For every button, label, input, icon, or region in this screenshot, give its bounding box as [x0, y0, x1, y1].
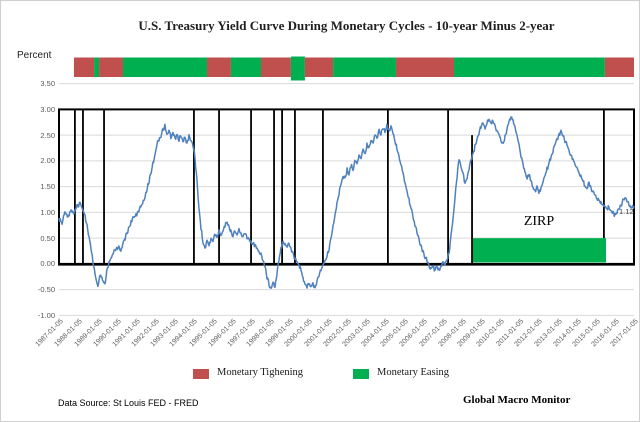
- y-tick-label: 3.50: [40, 79, 55, 89]
- legend-swatch-easing: [353, 369, 369, 379]
- cycle-ribbon-segment-easing: [230, 57, 262, 77]
- zirp-box: [473, 238, 607, 263]
- cycle-ribbon-segment-easing: [94, 57, 100, 77]
- y-axis-title: Percent: [17, 50, 52, 61]
- y-tick-label: -0.50: [37, 285, 55, 295]
- legend-label-tightening: Monetary Tighening: [217, 367, 304, 378]
- cycle-ribbon-segment-tightening: [73, 57, 95, 77]
- y-tick-label: -1.00: [37, 310, 55, 320]
- brand-credit: Global Macro Monitor: [463, 394, 571, 406]
- legend-label-easing: Monetary Easing: [377, 367, 450, 378]
- legend-swatch-tightening: [193, 369, 209, 379]
- cycle-ribbon-segment-tightening: [261, 57, 291, 77]
- y-tick-label: 1.00: [40, 207, 55, 217]
- cycle-ribbon-segment-tightening: [395, 57, 455, 77]
- y-tick-label: 2.00: [40, 156, 55, 166]
- y-tick-label: 1.50: [40, 182, 55, 192]
- cycle-ribbon-segment-tightening: [206, 57, 231, 77]
- y-tick-label: 2.50: [40, 130, 55, 140]
- y-tick-label: 0.00: [40, 259, 55, 269]
- last-value-label: 1.12: [619, 207, 634, 216]
- cycle-ribbon-segment-tightening: [99, 57, 124, 77]
- zirp-annotation: ZIRP: [523, 214, 555, 229]
- spread-line: [58, 116, 635, 290]
- data-source-note: Data Source: St Louis FED - FRED: [58, 398, 199, 408]
- cycle-ribbon-segment-tightening: [604, 57, 634, 77]
- y-tick-label: 3.00: [40, 104, 55, 114]
- cycle-ribbon-segment-easing: [290, 56, 305, 81]
- y-tick-label: 0.50: [40, 233, 55, 243]
- chart-title: U.S. Treasury Yield Curve During Monetar…: [138, 18, 555, 33]
- cycle-ribbon-segment-easing: [333, 57, 396, 77]
- cycle-ribbon-segment-tightening: [304, 57, 334, 77]
- cycle-ribbon-segment-easing: [454, 57, 605, 77]
- cycle-ribbon-segment-easing: [123, 57, 207, 77]
